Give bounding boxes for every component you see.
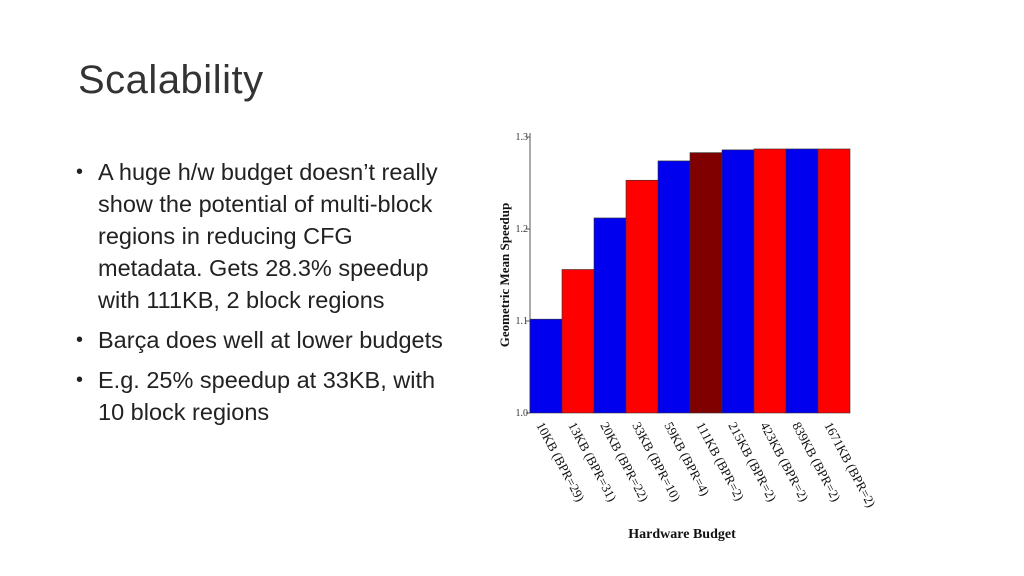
bullet-dot-icon: • <box>76 369 84 391</box>
bullet-text: Barça does well at lower budgets <box>98 327 443 353</box>
bar <box>625 179 659 414</box>
bar <box>721 149 755 414</box>
bullet-item: • A huge h/w budget doesn’t really show t… <box>72 156 452 316</box>
bar <box>689 152 723 414</box>
y-tick-label: 1.3 <box>516 132 529 143</box>
bar <box>529 318 563 414</box>
bar <box>657 160 691 414</box>
bar <box>593 217 627 414</box>
bar <box>817 148 851 414</box>
x-tick-labels: 10KB (BPR=29)13KB (BPR=31)20KB (BPR=22)3… <box>533 419 879 509</box>
y-axis-label: Geometric Mean Speedup <box>497 203 512 347</box>
bars <box>529 148 851 414</box>
y-axis: 1.0 1.1 1.2 1.3 <box>516 132 531 419</box>
bullet-dot-icon: • <box>76 329 84 351</box>
bullet-item: • E.g. 25% speedup at 33KB, with 10 block… <box>72 364 452 428</box>
bar <box>561 269 595 414</box>
y-tick-label: 1.0 <box>516 408 529 419</box>
bar <box>753 148 787 414</box>
x-axis-label: Hardware Budget <box>628 527 736 542</box>
y-tick-label: 1.1 <box>516 316 529 327</box>
bar <box>785 148 819 414</box>
bullet-list: • A huge h/w budget doesn’t really show t… <box>72 156 452 436</box>
bullet-text: A huge h/w budget doesn’t really show th… <box>98 159 438 313</box>
bullet-item: • Barça does well at lower budgets <box>72 324 452 356</box>
bullet-dot-icon: • <box>76 161 84 183</box>
speedup-bar-chart: 1.0 1.1 1.2 1.3 10KB (BPR=29)13KB (BPR=31)2… <box>497 132 879 542</box>
y-tick-label: 1.2 <box>516 224 529 235</box>
bullet-text: E.g. 25% speedup at 33KB, with 10 block … <box>98 367 436 425</box>
slide-title: Scalability <box>78 58 264 102</box>
